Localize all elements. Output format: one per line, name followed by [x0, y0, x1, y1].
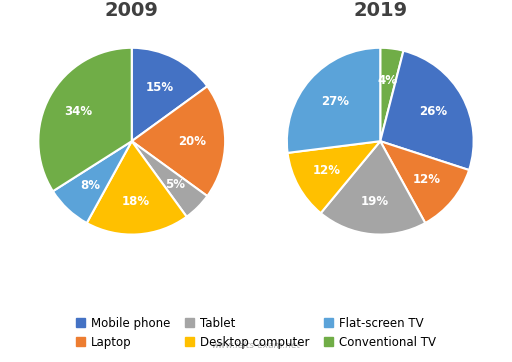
Wedge shape	[132, 48, 207, 141]
Wedge shape	[380, 141, 469, 223]
Text: 34%: 34%	[65, 105, 93, 118]
Wedge shape	[288, 141, 380, 213]
Wedge shape	[38, 48, 132, 191]
Text: 15%: 15%	[145, 81, 174, 94]
Text: 27%: 27%	[321, 94, 349, 108]
Text: 26%: 26%	[419, 105, 447, 118]
Text: 18%: 18%	[121, 195, 150, 208]
Wedge shape	[380, 51, 474, 170]
Legend: Mobile phone, Laptop, Tablet, Desktop computer, Flat-screen TV, Conventional TV: Mobile phone, Laptop, Tablet, Desktop co…	[72, 313, 440, 353]
Text: 8%: 8%	[80, 179, 100, 192]
Text: 12%: 12%	[313, 164, 341, 177]
Text: 12%: 12%	[413, 173, 441, 186]
Text: www.ielts-exam.net: www.ielts-exam.net	[211, 341, 301, 350]
Wedge shape	[132, 86, 225, 196]
Text: 20%: 20%	[179, 135, 206, 148]
Title: 2009: 2009	[105, 1, 159, 20]
Wedge shape	[287, 48, 380, 153]
Wedge shape	[53, 141, 132, 223]
Text: 5%: 5%	[165, 178, 185, 191]
Title: 2019: 2019	[353, 1, 408, 20]
Wedge shape	[380, 48, 403, 141]
Text: 19%: 19%	[360, 195, 389, 208]
Wedge shape	[87, 141, 187, 235]
Wedge shape	[132, 141, 207, 217]
Text: 4%: 4%	[378, 75, 398, 88]
Wedge shape	[321, 141, 425, 235]
